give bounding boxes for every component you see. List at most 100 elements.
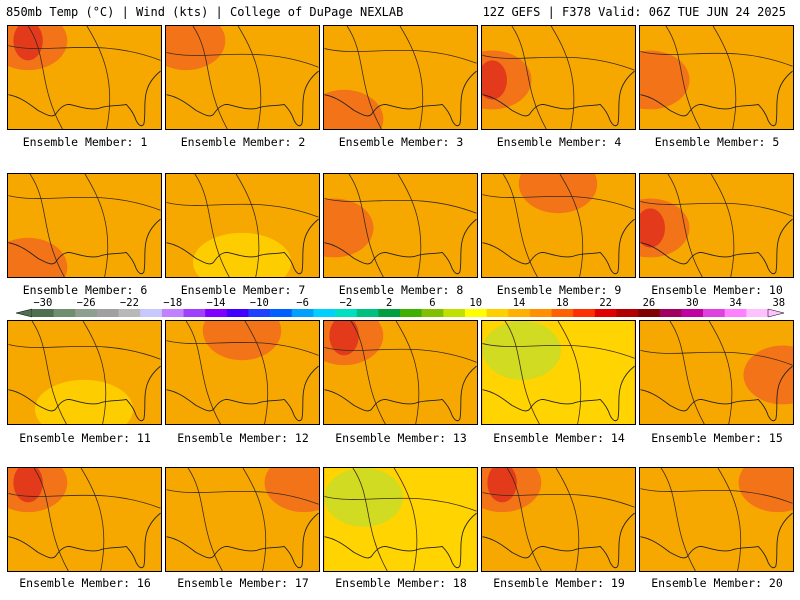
ensemble-member-caption: Ensemble Member: 9 xyxy=(496,283,622,297)
height-contour xyxy=(166,52,319,68)
colorbar-swatch xyxy=(183,309,206,317)
temperature-anomaly-region xyxy=(482,321,561,380)
height-contour xyxy=(86,26,111,129)
height-contour xyxy=(352,468,388,571)
temperature-field xyxy=(324,321,477,424)
temperature-anomaly-region xyxy=(640,50,690,110)
height-contour xyxy=(166,489,319,505)
temperature-anomaly-region xyxy=(743,345,793,405)
colorbar-swatch xyxy=(118,309,141,317)
colorbar-swatch xyxy=(638,309,661,317)
ensemble-member-caption: Ensemble Member: 11 xyxy=(19,431,151,445)
ensemble-member-caption: Ensemble Member: 7 xyxy=(180,283,306,297)
temperature-field xyxy=(8,174,161,277)
temperature-field xyxy=(166,26,319,129)
coastline xyxy=(8,218,161,275)
colorbar-swatch xyxy=(140,309,163,317)
height-contour xyxy=(665,26,701,129)
height-contour xyxy=(717,468,742,571)
ensemble-member-map xyxy=(481,25,636,130)
colorbar-swatch xyxy=(313,309,336,317)
ensemble-member-map xyxy=(323,320,478,425)
ensemble-member-caption: Ensemble Member: 1 xyxy=(22,135,148,149)
coastline xyxy=(166,70,319,127)
height-contour xyxy=(557,321,582,424)
colorbar-tick-label: −14 xyxy=(207,297,226,309)
temperature-field xyxy=(166,321,319,424)
height-contour xyxy=(84,174,109,277)
colorbar-tick-label: 26 xyxy=(643,297,656,309)
colorbar-swatch xyxy=(356,309,379,317)
height-contour xyxy=(660,468,696,571)
height-contour xyxy=(33,468,69,571)
colorbar-swatch xyxy=(724,309,747,317)
temperature-field xyxy=(166,174,319,277)
colorbar-swatch xyxy=(681,309,704,317)
height-contour xyxy=(80,468,105,571)
ensemble-member-map xyxy=(323,25,478,130)
height-contour xyxy=(82,321,107,424)
ensemble-member-map xyxy=(165,25,320,130)
height-contour xyxy=(640,201,793,217)
height-contour xyxy=(194,174,230,277)
header-title: 850mb Temp (°C) | Wind (kts) | College o… xyxy=(6,5,404,19)
ensemble-member-map xyxy=(7,467,162,572)
height-contour xyxy=(712,26,737,129)
height-contour xyxy=(482,492,635,508)
height-contour xyxy=(559,174,584,277)
ensemble-member-map xyxy=(165,173,320,278)
temperature-field xyxy=(324,26,477,129)
coastline xyxy=(324,70,477,127)
ensemble-member-caption: Ensemble Member: 20 xyxy=(651,576,783,590)
colorbar-tick-label: 18 xyxy=(556,297,569,309)
ensemble-member-caption: Ensemble Member: 8 xyxy=(338,283,464,297)
colorbar-swatch xyxy=(248,309,271,317)
colorbar-swatch xyxy=(551,309,574,317)
temperature-colorbar: −30 −26 −22 −18 −14 −10 −6 −2 2 6 10 14 18 22 26 30 34 38… xyxy=(15,297,785,318)
coastline xyxy=(640,70,793,127)
height-contour xyxy=(669,321,705,424)
colorbar-swatch xyxy=(96,309,119,317)
coastline xyxy=(324,218,477,275)
colorbar-swatch xyxy=(443,309,466,317)
height-contour xyxy=(192,26,228,129)
ensemble-member-caption: Ensemble Member: 19 xyxy=(493,576,625,590)
ensemble-member-map xyxy=(7,320,162,425)
height-contour xyxy=(324,347,477,363)
height-contour xyxy=(187,468,223,571)
temperature-anomaly-region xyxy=(202,321,282,361)
height-contour xyxy=(350,321,386,424)
header-valid-time: 12Z GEFS | F378 Valid: 06Z TUE JUN 24 20… xyxy=(482,5,786,19)
height-contour xyxy=(504,321,540,424)
height-contour xyxy=(235,174,260,277)
ensemble-member-caption: Ensemble Member: 3 xyxy=(338,135,464,149)
colorbar-swatch xyxy=(703,309,726,317)
temperature-field xyxy=(482,174,635,277)
height-contour xyxy=(31,321,67,424)
colorbar-tick-label: −10 xyxy=(250,297,269,309)
colorbar-swatch xyxy=(464,309,487,317)
height-contour xyxy=(8,195,161,211)
ensemble-member-map xyxy=(165,467,320,572)
hot-core-region xyxy=(13,26,43,61)
colorbar-tick-label: −26 xyxy=(77,297,96,309)
temperature-field xyxy=(640,468,793,571)
ensemble-member-caption: Ensemble Member: 10 xyxy=(651,283,783,297)
colorbar-tick-label: 34 xyxy=(729,297,742,309)
coastline xyxy=(166,365,319,422)
colorbar-high-extension xyxy=(767,308,785,318)
temperature-field xyxy=(482,468,635,571)
hot-core-region xyxy=(640,208,665,248)
height-contour xyxy=(27,26,63,129)
height-contour xyxy=(348,174,384,277)
temperature-field xyxy=(8,26,161,129)
coastline xyxy=(640,218,793,275)
ensemble-member-caption: Ensemble Member: 13 xyxy=(335,431,467,445)
coastline xyxy=(324,512,477,569)
temperature-field xyxy=(640,174,793,277)
height-contour xyxy=(324,198,477,214)
ensemble-member-map xyxy=(7,173,162,278)
coastline xyxy=(482,218,635,275)
height-contour xyxy=(244,321,269,424)
colorbar-swatch xyxy=(335,309,358,317)
